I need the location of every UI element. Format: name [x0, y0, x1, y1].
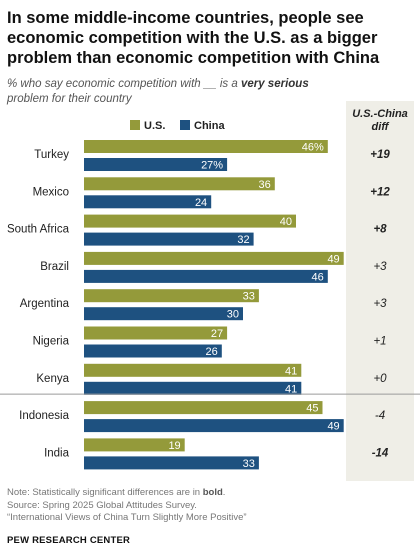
data-label-china-turkey: 27%: [201, 160, 223, 172]
data-label-china-indonesia: 49: [327, 421, 339, 433]
data-label-china-nigeria: 26: [206, 346, 218, 358]
diff-value-indonesia: -4: [375, 410, 385, 422]
data-label-china-brazil: 46: [312, 271, 324, 283]
data-label-china-argentina: 30: [227, 309, 239, 321]
data-label-china-india: 33: [243, 458, 255, 470]
subtitle-emphasis: very serious: [240, 78, 309, 90]
data-label-us-indonesia: 45: [306, 403, 318, 415]
category-label-indonesia: Indonesia: [19, 410, 69, 422]
bar-us-south-africa: [84, 214, 296, 228]
bar-china-argentina: [84, 307, 243, 321]
diff-value-brazil: +3: [373, 261, 387, 273]
diff-value-india: -14: [372, 447, 389, 459]
data-label-china-south-africa: 32: [237, 234, 249, 246]
legend-swatch-china: [180, 120, 190, 130]
bar-china-mexico: [84, 195, 212, 209]
bar-china-kenya: [84, 381, 302, 395]
bar-china-south-africa: [84, 232, 254, 246]
category-label-argentina: Argentina: [20, 298, 70, 310]
diff-column-background: [346, 101, 414, 481]
bar-us-kenya: [84, 363, 302, 377]
bar-china-turkey: [84, 158, 228, 171]
source-line: Source: Spring 2025 Global Attitudes Sur…: [7, 499, 197, 511]
diff-value-south-africa: +8: [373, 224, 387, 236]
category-label-south-africa: South Africa: [7, 224, 70, 236]
chart-title: In some middle-income countries, people …: [7, 9, 380, 67]
brand-logo-text: PEW RESEARCH CENTER: [7, 535, 131, 546]
data-label-us-argentina: 33: [243, 291, 255, 303]
diff-value-kenya: +0: [373, 373, 387, 385]
bar-us-mexico: [84, 177, 275, 191]
note-emphasis: bold: [202, 487, 223, 498]
bar-us-brazil: [84, 251, 344, 265]
bar-china-nigeria: [84, 344, 222, 358]
bar-us-indonesia: [84, 401, 323, 415]
bar-chart: Turkey 46% 27% +19 Mexico 36 24 +12 South Africa…: [0, 140, 420, 470]
category-label-nigeria: Nigeria: [33, 336, 70, 348]
data-label-china-mexico: 24: [195, 197, 207, 209]
bar-us-turkey: [84, 140, 328, 153]
chart-subtitle: % who say economic competition with __ i…: [7, 77, 327, 107]
note-line: Note: Statistically significant differen…: [7, 487, 407, 500]
bar-us-nigeria: [84, 326, 228, 340]
data-label-china-kenya: 41: [285, 383, 297, 395]
category-label-india: India: [44, 447, 70, 459]
bar-china-indonesia: [84, 419, 344, 433]
diff-column-header: U.S.-China diff: [352, 108, 408, 133]
bar-china-brazil: [84, 269, 328, 283]
data-label-us-nigeria: 27: [211, 328, 223, 340]
bar-us-argentina: [84, 289, 259, 303]
data-label-us-brazil: 49: [327, 253, 339, 265]
bar-us-india: [84, 438, 185, 452]
report-title: “International Views of China Turn Sligh…: [7, 512, 247, 523]
data-label-us-kenya: 41: [285, 365, 297, 377]
diff-value-mexico: +12: [370, 186, 390, 198]
bar-china-india: [84, 456, 259, 470]
legend-label-us: U.S.: [144, 120, 166, 132]
category-label-turkey: Turkey: [34, 149, 69, 161]
legend-item-us: U.S.: [130, 120, 165, 132]
category-label-kenya: Kenya: [36, 373, 69, 385]
data-label-us-turkey: 46%: [302, 142, 324, 154]
subtitle-suffix: problem for their country: [7, 93, 132, 105]
category-label-mexico: Mexico: [33, 186, 69, 198]
legend-swatch-us: [130, 120, 140, 130]
note-prefix: Note: Statistically significant differen…: [7, 487, 203, 498]
diff-value-nigeria: +1: [373, 336, 386, 348]
subtitle-prefix: % who say economic competition with __ i…: [7, 78, 241, 90]
note-suffix: .: [222, 487, 226, 498]
legend-item-china: China: [180, 120, 225, 132]
category-label-brazil: Brazil: [40, 261, 69, 273]
diff-value-argentina: +3: [373, 298, 387, 310]
data-label-us-south-africa: 40: [280, 216, 292, 228]
legend-label-china: China: [194, 120, 225, 132]
footnote: Note: Statistically significant differen…: [7, 487, 407, 525]
data-label-us-mexico: 36: [259, 179, 271, 191]
data-label-us-india: 19: [168, 440, 180, 452]
diff-value-turkey: +19: [370, 149, 390, 161]
